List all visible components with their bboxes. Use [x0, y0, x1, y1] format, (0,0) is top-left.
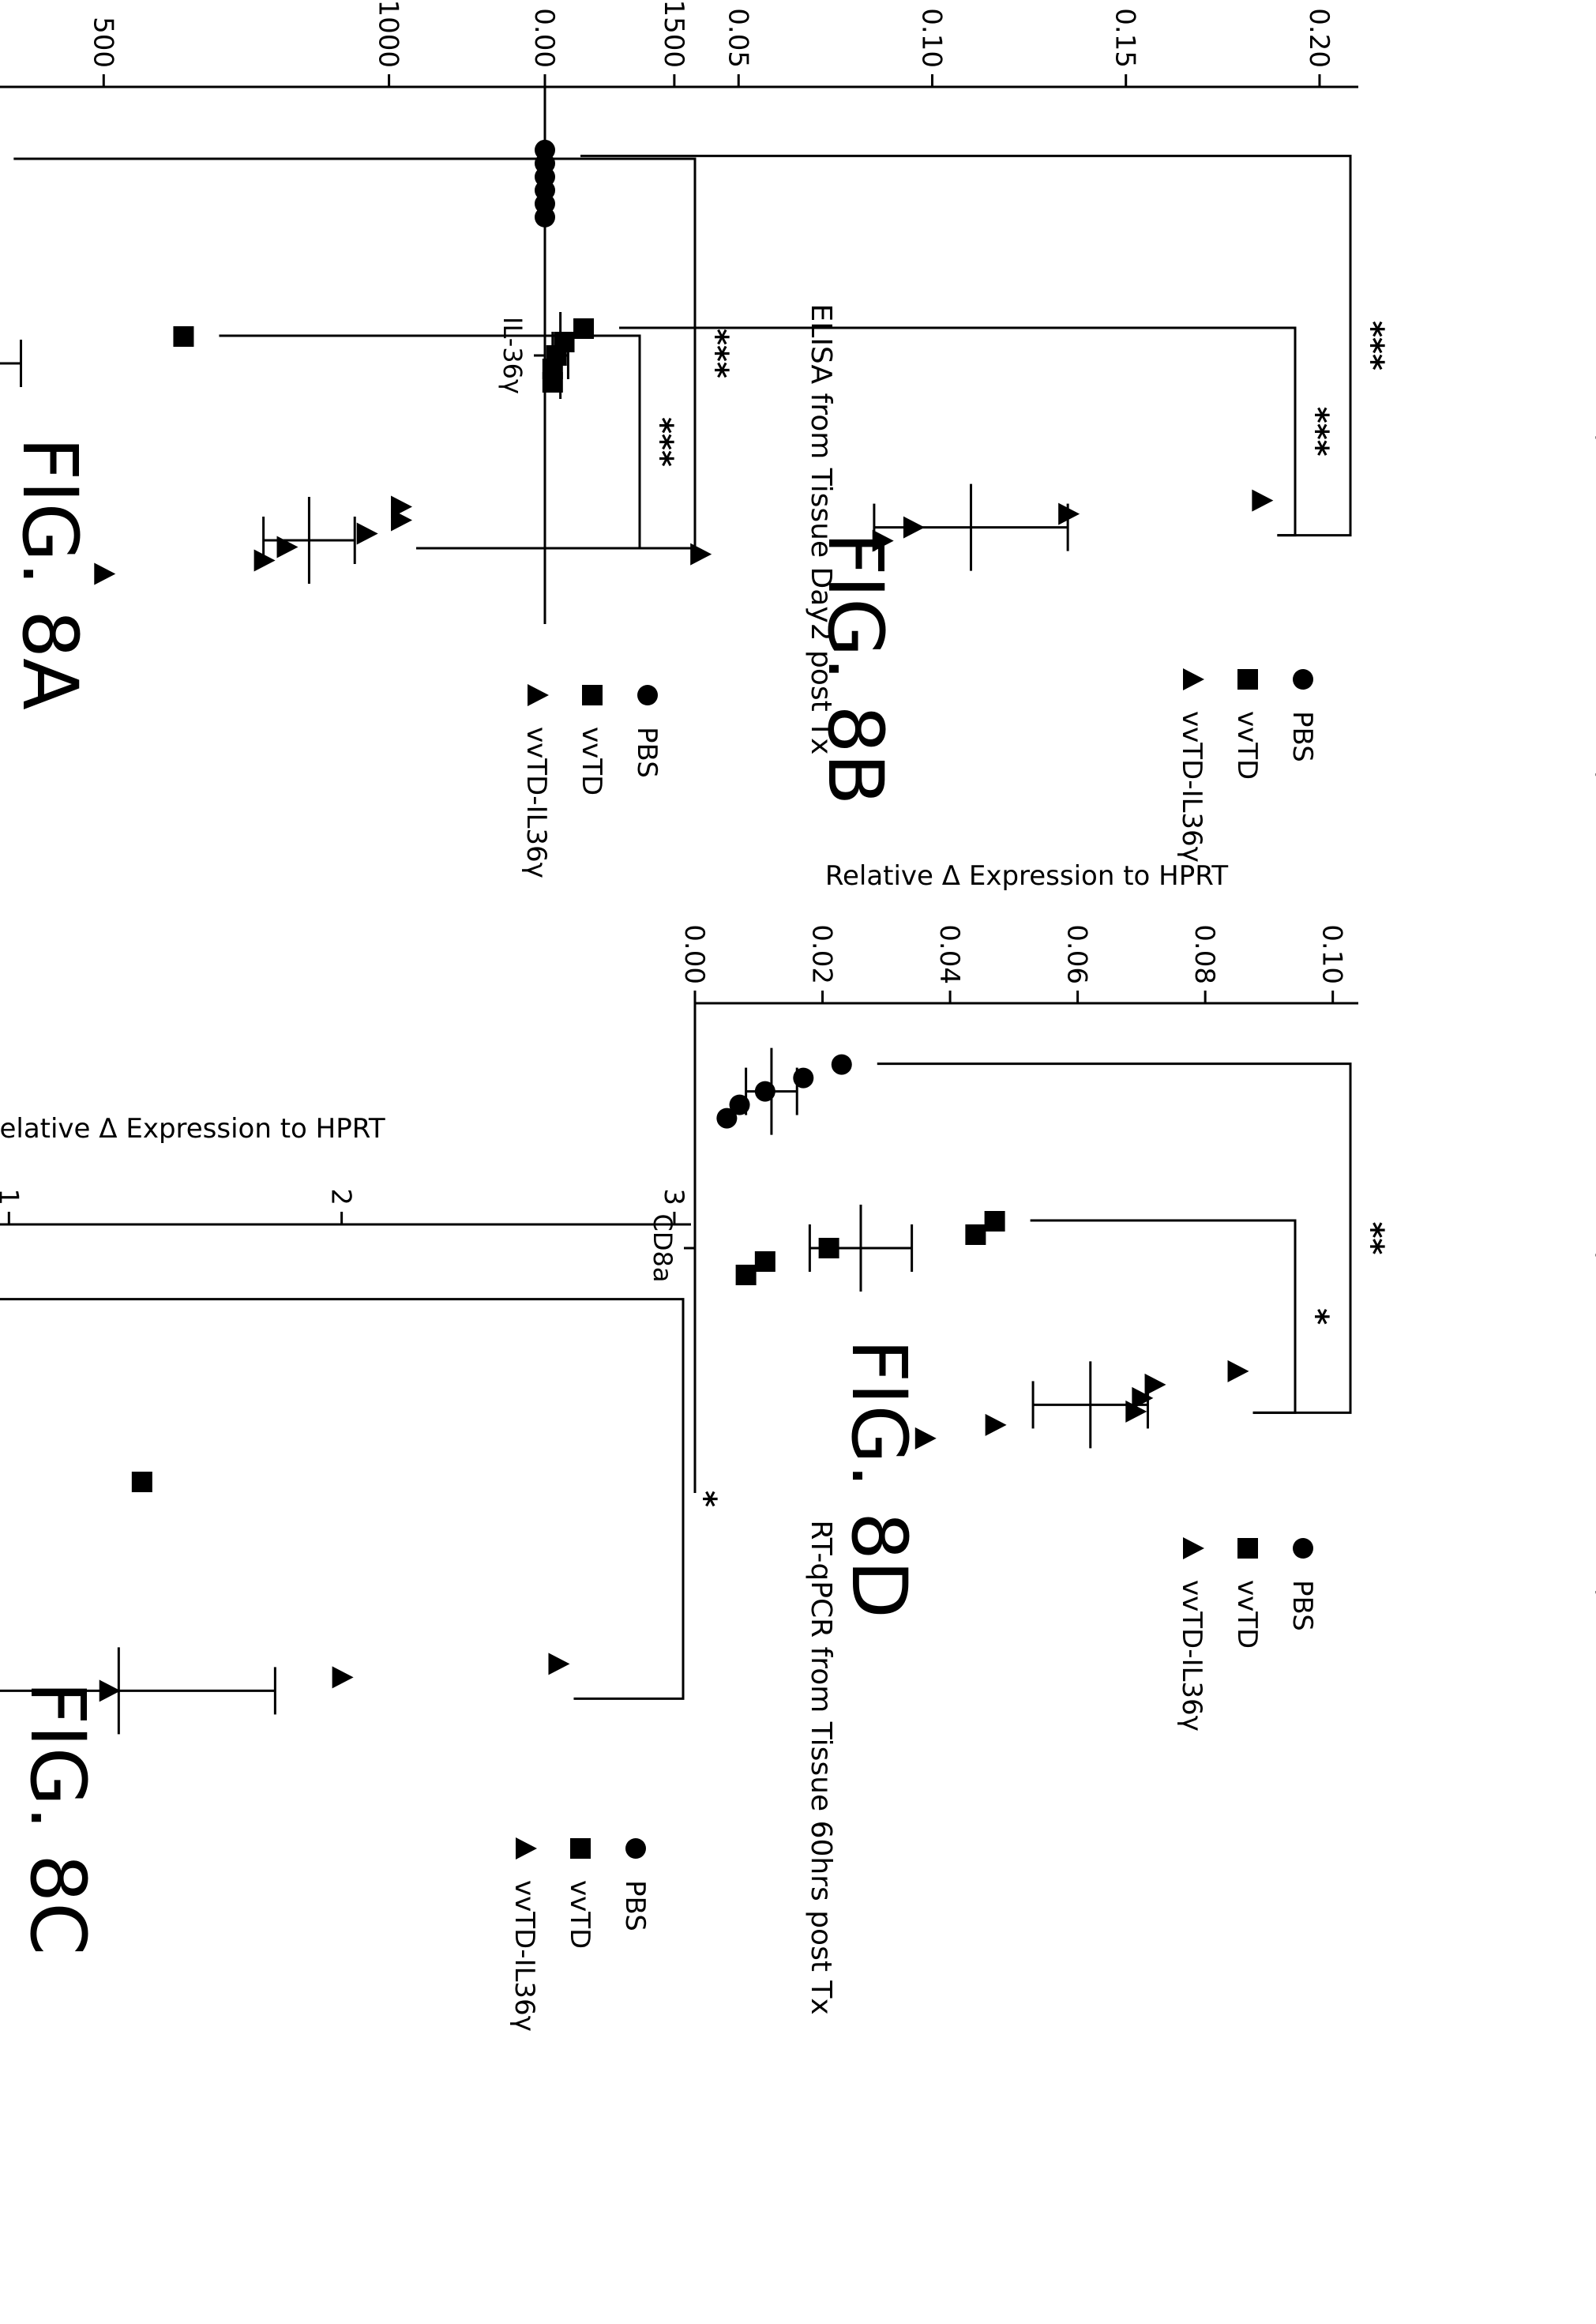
chart-title: RT-qPCR from Tissue 60hrs post Tx [1594, 381, 1596, 875]
y-tick-label: 1000 [373, 0, 404, 68]
y-tick-label: 0.04 [933, 924, 965, 984]
chart-title: RT-qPCR from Tissue 60hrs post Tx [805, 1520, 837, 2014]
significance-label: ** [1354, 1222, 1390, 1255]
y-tick-label: 0.00 [528, 8, 560, 68]
figure-label: FIG. 8B [811, 532, 899, 806]
data-point-vvtd-il36- [94, 562, 116, 585]
x-axis-label: IL-36γ [498, 317, 528, 394]
y-tick-label: 0.20 [1303, 8, 1335, 68]
data-point-vvtd [573, 318, 595, 339]
y-tick-label: 0.05 [722, 8, 753, 68]
data-point-vvtd-il36- [1252, 489, 1274, 512]
legend-label: vvTD [1231, 711, 1263, 780]
legend-label: vvTD [564, 1880, 595, 1949]
legend-marker [1183, 1537, 1204, 1559]
data-point-vvtd-il36- [1227, 1359, 1249, 1382]
figure-label: FIG. 8C [13, 1681, 102, 1955]
data-point-vvtd [173, 326, 194, 347]
data-point-pbs [831, 1054, 852, 1075]
significance-bracket [877, 1062, 1352, 1414]
legend-label: vvTD [1231, 1580, 1263, 1649]
data-point-vvtd [542, 372, 563, 393]
y-tick-label: 0.06 [1061, 924, 1093, 984]
data-point-vvtd-il36- [872, 529, 894, 552]
legend-label: vvTD-IL36γ [1176, 711, 1207, 863]
y-tick-label: 0.00 [678, 924, 710, 984]
data-point-vvtd-il36- [1144, 1373, 1166, 1396]
x-axis-label: CD8a [648, 1214, 678, 1283]
data-point-pbs [716, 1107, 738, 1129]
y-tick-label: 500 [87, 17, 118, 68]
significance-bracket [219, 334, 641, 550]
data-point-vvtd [735, 1265, 757, 1285]
significance-label: *** [698, 329, 734, 378]
legend-label: PBS [619, 1880, 651, 1931]
legend-label: vvTD-IL36γ [520, 727, 552, 878]
panel-8B: RT-qPCR from Tissue 60hrs post Tx 0.20 0.1… [498, 8, 1596, 875]
data-point-vvtd-il36- [391, 509, 413, 532]
data-point-vvtd-il36- [690, 543, 712, 566]
panel-8D: RT-qPCR from Tissue 60hrs post Tx 0.10 0.0… [648, 860, 1596, 1732]
data-point-vvtd [965, 1224, 986, 1245]
significance-bracket [0, 1298, 685, 1700]
y-axis-label: Relative Δ Expression to HPRT [0, 1113, 385, 1145]
y-tick-label: 3 [658, 1188, 689, 1205]
data-point-vvtd [984, 1211, 1005, 1232]
y-tick-label: 1 [0, 1188, 24, 1205]
legend-marker [570, 1838, 591, 1859]
y-tick-label: 1500 [658, 0, 689, 68]
legend-marker [637, 685, 658, 705]
significance-label: * [686, 1491, 723, 1507]
legend-marker [582, 685, 603, 705]
y-tick-label: 0.08 [1189, 924, 1220, 984]
y-tick-label: 0.02 [806, 924, 838, 984]
data-point-vvtd-il36- [356, 522, 378, 545]
y-tick-label: 0.15 [1110, 8, 1141, 68]
figure-label: FIG. 8A [6, 437, 94, 710]
panel-8C: RT-qPCR from Tissue 60hrs post Tx3210Rel… [0, 1113, 837, 2032]
significance-bracket [619, 326, 1297, 537]
data-point-pbs [729, 1094, 750, 1115]
legend-label: PBS [1286, 1580, 1318, 1631]
figure-label: FIG. 8D [835, 1339, 923, 1619]
data-point-pbs [793, 1067, 814, 1089]
legend-label: vvTD-IL36γ [509, 1880, 540, 2032]
chart-title: ELISA from Tissue Day2 post Tx [805, 304, 837, 755]
legend-marker [1237, 1538, 1258, 1559]
legend-marker [1293, 1538, 1313, 1559]
chart-title: RT-qPCR from Tissue 60hrs post Tx [1594, 1198, 1596, 1693]
y-tick-label: 2 [325, 1188, 357, 1205]
legend-marker [1183, 668, 1204, 690]
significance-bracket [580, 154, 1352, 537]
data-point-vvtd-il36- [548, 1653, 570, 1675]
panel-8A: ELISA from Tissue Day2 post Tx 1500 1000 50… [0, 0, 837, 878]
legend-marker [625, 1838, 646, 1859]
legend-marker [1293, 669, 1313, 690]
data-point-vvtd-il36- [985, 1413, 1007, 1436]
legend-label: PBS [631, 727, 663, 778]
significance-bracket [1030, 1219, 1297, 1414]
y-tick-label: 0.10 [1316, 924, 1348, 984]
significance-label: * [1298, 1308, 1335, 1325]
y-tick-label: 0.10 [915, 8, 947, 68]
legend-marker [528, 684, 549, 706]
legend-label: PBS [1286, 711, 1318, 762]
data-point-vvtd-il36- [914, 1427, 937, 1450]
significance-label: *** [1354, 321, 1390, 370]
significance-label: *** [1298, 407, 1335, 457]
legend-label: vvTD-IL36γ [1176, 1580, 1207, 1732]
data-point-vvtd [754, 1251, 775, 1272]
legend-marker [516, 1837, 537, 1860]
significance-label: *** [643, 417, 679, 467]
data-point-vvtd [131, 1472, 152, 1492]
significance-bracket [13, 157, 697, 550]
legend-marker [1237, 669, 1258, 690]
legend-label: vvTD [576, 727, 607, 795]
y-axis-label: Relative Δ Expression to HPRT [825, 860, 1229, 892]
data-point-vvtd-il36- [332, 1666, 354, 1689]
